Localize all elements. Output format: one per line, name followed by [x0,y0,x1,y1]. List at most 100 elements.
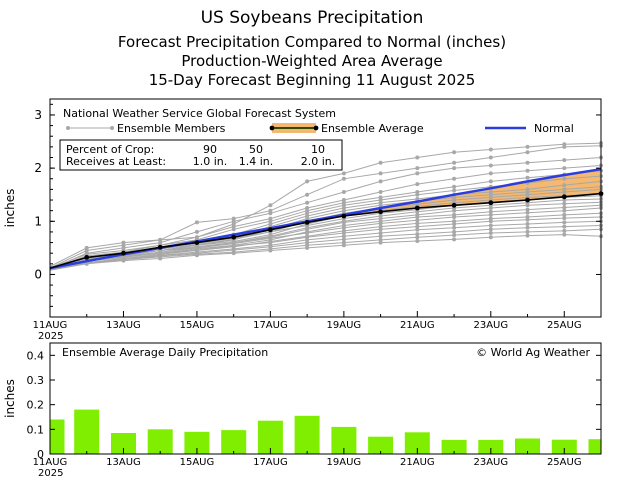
ensemble-member-point [562,232,567,237]
normal-line [49,167,602,270]
ensemble-member-point [452,222,457,226]
ensemble-member-point [452,188,457,193]
ensemble-member-point [194,253,199,258]
ensemble-member-point [452,229,457,234]
bottom-x-tick-label: 13AUG [106,457,141,468]
ensemble-member-point [341,225,346,230]
crop-table-row2-value: 1.0 in. [193,155,228,168]
ensemble-member-line-15 [49,207,602,270]
bottom-y-tick-label: 0 [37,448,44,461]
ensemble-member-point [378,179,383,184]
ensemble-member-point [488,163,493,168]
daily-precip-bar [515,438,540,454]
daily-precip-bar [404,432,430,454]
daily-precip-bar [221,430,247,454]
daily-precip-bar [368,436,394,454]
ensemble-average-point [121,250,126,256]
ensemble-member-point [341,237,346,242]
ensemble-member-point [562,205,567,210]
ensemble-member-point [194,220,199,225]
ensemble-member-point [378,227,383,232]
ensemble-member-point [525,210,530,215]
top-y-tick-label: 2 [34,161,42,175]
ensemble-member-point [452,160,457,165]
crop-table-row2-label: Receives at Least: [66,155,166,168]
ensemble-member-point [488,223,493,228]
ensemble-average-point [268,227,273,233]
ensemble-member-point [378,231,383,235]
title-line-4: 15-Day Forecast Beginning 11 August 2025 [149,71,476,89]
ensemble-member-point [378,171,383,176]
ensemble-member-point [488,206,493,210]
ensemble-member-point [488,147,493,152]
ensemble-average-point [194,240,200,246]
ensemble-member-point [341,220,346,225]
ensemble-average-point [231,234,237,240]
ensemble-member-point [415,232,420,237]
daily-precip-bar [74,409,100,454]
ensemble-member-point [378,190,383,194]
legend-average-label: Ensemble Average [321,122,424,135]
bottom-plot-frame [49,342,602,455]
ensemble-member-point [415,218,420,223]
daily-precip-bar [111,433,136,454]
top-x-tick-label: 11AUG [33,320,68,331]
crop-table-box [59,139,343,171]
ensemble-member-line-21 [49,234,602,270]
ensemble-member-point [415,221,420,226]
ensemble-member-point [415,239,420,243]
bottom-x-tick-label: 15AUG [180,457,215,468]
top-x-tick-label: 13AUG [106,320,141,331]
top-y-axis-label: inches [3,189,17,228]
top-x-year-label: 2025 [38,331,63,342]
bottom-y-axis-label: inches [3,379,17,418]
ensemble-member-point [415,171,420,176]
ensemble-member-point [415,209,420,214]
ensemble-member-point [488,227,493,232]
ensemble-member-point [525,144,530,149]
daily-precip-bar [184,431,210,454]
ensemble-member-line-17 [49,216,602,270]
ensemble-average-point [157,244,163,250]
ensemble-member-point [488,171,493,176]
title-line-3: Production-Weighted Area Average [181,52,442,70]
ensemble-member-point [452,176,457,181]
bottom-x-tick-label: 17AUG [253,457,288,468]
ensemble-member-point [562,158,567,163]
ensemble-member-point [525,168,530,173]
ensemble-member-point [452,166,457,171]
ensemble-member-point [562,183,567,188]
title-line-1: US Soybeans Precipitation [201,8,424,28]
legend-normal-label: Normal [534,122,574,135]
ensemble-member-point [231,251,236,256]
ensemble-average-point [525,197,530,203]
ensemble-member-point [452,237,457,242]
ensemble-member-point [415,182,420,187]
ensemble-member-point [84,261,89,266]
ensemble-member-point [488,235,493,240]
ensemble-member-point [378,234,383,239]
ensemble-average-point [341,213,347,219]
ensemble-member-point [488,212,493,217]
ensemble-average-point [378,209,383,215]
ensemble-member-point [525,233,530,238]
credit-label: © World Ag Weather [476,346,590,359]
ensemble-member-point [562,212,567,217]
ensemble-member-point [562,208,567,213]
bottom-y-tick-label: 0.3 [27,374,45,387]
ensemble-member-point [525,160,530,165]
ensemble-member-point [525,175,530,180]
daily-precip-bar [147,429,173,454]
ensemble-member-line-3 [49,157,602,270]
ensemble-member-line-4 [49,165,602,269]
ensemble-member-point [415,235,420,240]
bottom-x-tick-label: 23AUG [473,457,508,468]
ensemble-member-point [488,179,493,184]
top-plot-frame [49,98,602,318]
crop-table-row1-value: 90 [203,143,217,156]
ensemble-member-point [231,227,236,232]
ensemble-member-point [268,248,273,253]
ensemble-member-point [341,243,346,248]
ensemble-member-point [305,192,310,197]
